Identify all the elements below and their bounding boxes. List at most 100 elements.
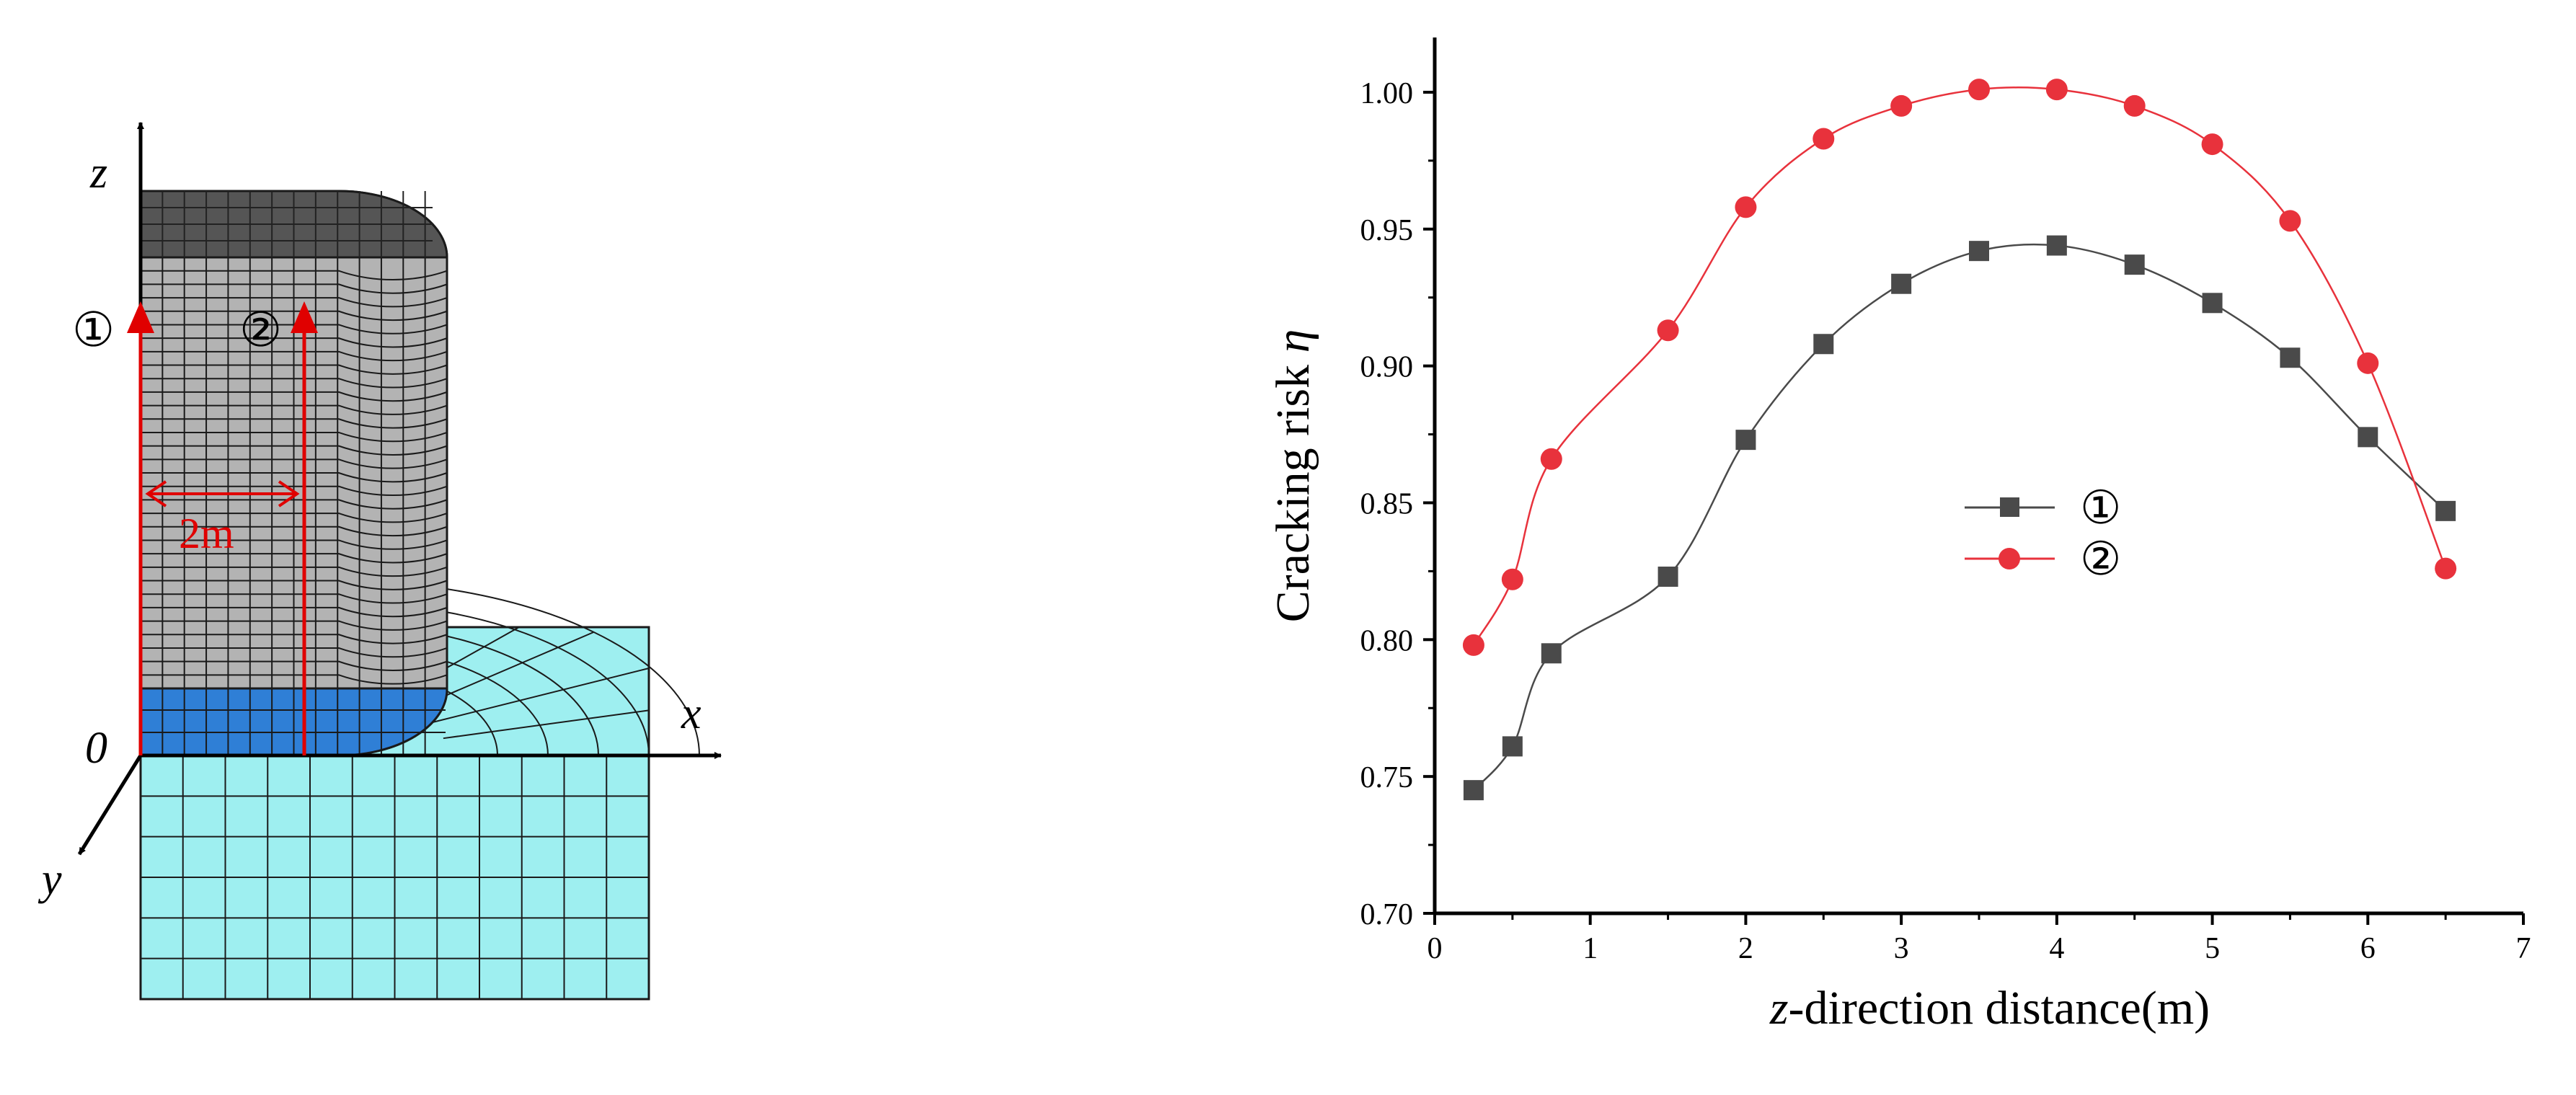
series-1-point bbox=[2124, 254, 2145, 275]
dimension-arrow-right bbox=[278, 480, 300, 507]
y-tick-label: 0.70 bbox=[1360, 898, 1414, 931]
path-2-label: ② bbox=[239, 304, 282, 357]
y-axis bbox=[77, 754, 143, 856]
mesh-line bbox=[141, 378, 448, 389]
mesh-line bbox=[141, 526, 448, 537]
series-1-point bbox=[1891, 273, 1912, 294]
mesh-line bbox=[141, 513, 448, 523]
series-2-point bbox=[2279, 210, 2301, 232]
y-tick-label: 1.00 bbox=[1360, 77, 1414, 110]
path-2-arrowhead bbox=[291, 301, 318, 333]
analysis-paths: 2m ① ② bbox=[72, 301, 318, 755]
x-tick-label: 6 bbox=[2360, 932, 2376, 965]
legend-marker-series-2 bbox=[1999, 548, 2020, 569]
cracking-risk-chart: 0 1 2 3 4 5 6 7 0.70 0.75 0.80 0.85 0.90 0.95 1.00 z-d… bbox=[1267, 37, 2531, 1034]
series-2-point bbox=[1657, 319, 1679, 342]
series-2-point bbox=[2357, 352, 2379, 374]
y-axis-title-text: Cracking risk bbox=[1267, 365, 1319, 622]
legend-label-series-2: ② bbox=[2080, 533, 2121, 585]
y-tick-label: 0.95 bbox=[1360, 214, 1414, 247]
series-2-line bbox=[1472, 87, 2447, 646]
series-1-line bbox=[1472, 243, 2447, 791]
mesh-line bbox=[141, 539, 448, 550]
y-tick-label: 0.75 bbox=[1360, 761, 1414, 794]
column-mesh bbox=[141, 191, 448, 755]
series-2-point bbox=[1813, 128, 1835, 150]
series-2-point bbox=[2435, 557, 2457, 580]
mesh-line bbox=[141, 660, 448, 671]
mesh-line bbox=[141, 404, 448, 415]
series-1-point bbox=[2046, 235, 2067, 256]
y-tick-label: 0.85 bbox=[1360, 487, 1414, 520]
mesh-line bbox=[141, 674, 448, 685]
mesh-line bbox=[141, 606, 448, 618]
mesh-line bbox=[443, 709, 650, 740]
series-2-point bbox=[2123, 94, 2146, 117]
dimension-arrow-left bbox=[145, 480, 167, 507]
x-tick-label: 2 bbox=[1738, 932, 1753, 965]
series-2-point bbox=[2201, 133, 2223, 156]
fe-model-figure: z x y 0 2m ① ② bbox=[37, 122, 722, 1001]
mesh-line bbox=[141, 647, 448, 658]
mesh-line bbox=[141, 634, 448, 644]
mesh-line bbox=[141, 593, 448, 604]
x-tick-label: 5 bbox=[2205, 932, 2220, 965]
series-1-point bbox=[2202, 293, 2223, 314]
mesh-line bbox=[141, 270, 448, 281]
mesh-line bbox=[141, 472, 448, 483]
concrete-column bbox=[139, 190, 448, 757]
legend-label-series-1: ① bbox=[2080, 482, 2121, 533]
mesh-line bbox=[141, 310, 448, 322]
mesh-line bbox=[141, 324, 448, 334]
mesh-line bbox=[141, 553, 448, 564]
mesh-line bbox=[141, 620, 448, 631]
mesh-line bbox=[141, 431, 448, 443]
series-2-point bbox=[1968, 79, 1990, 101]
mesh-line bbox=[141, 580, 448, 590]
x-tick-label: 4 bbox=[2049, 932, 2064, 965]
y-tick-label: 0.90 bbox=[1360, 351, 1414, 384]
series-2-point bbox=[1501, 568, 1523, 590]
x-tick-label: 1 bbox=[1583, 932, 1598, 965]
series-1-point bbox=[1813, 334, 1834, 355]
mesh-line bbox=[141, 297, 448, 308]
series-1-point bbox=[2280, 347, 2301, 368]
x-tick-label: 7 bbox=[2516, 932, 2531, 965]
series-2-point bbox=[1735, 196, 1757, 218]
series-1-point bbox=[1657, 566, 1678, 587]
x-tick-label: 0 bbox=[1428, 932, 1443, 965]
path-1-label: ① bbox=[72, 304, 115, 357]
series-1-point bbox=[1463, 780, 1484, 801]
mesh-line bbox=[141, 283, 448, 294]
y-axis-title-symbol: η bbox=[1267, 329, 1319, 353]
path-1-arrowhead bbox=[127, 301, 154, 333]
x-axis-title-italic: z bbox=[1769, 982, 1789, 1034]
mesh-line bbox=[141, 485, 448, 497]
series-2-point bbox=[1462, 634, 1484, 656]
series-1-point bbox=[2358, 427, 2378, 448]
series-2-point bbox=[1540, 448, 1562, 470]
mesh-line bbox=[141, 499, 448, 510]
y-tick-label: 0.80 bbox=[1360, 624, 1414, 657]
mesh-line bbox=[432, 668, 650, 723]
series-1-point bbox=[1969, 241, 1989, 262]
x-axis-label: x bbox=[681, 689, 701, 738]
chart-legend: ① ② bbox=[1965, 482, 2121, 585]
series-2-point bbox=[1890, 94, 1913, 117]
mesh-line bbox=[141, 418, 448, 429]
series-2-point bbox=[2045, 79, 2068, 101]
y-axis-label: y bbox=[37, 855, 62, 904]
mesh-line bbox=[141, 566, 448, 577]
series-1-point bbox=[1502, 736, 1523, 757]
dimension-label: 2m bbox=[179, 510, 234, 557]
mesh-line bbox=[141, 350, 448, 362]
legend-marker-series-1 bbox=[2000, 497, 2019, 517]
z-axis-label: z bbox=[89, 148, 107, 198]
series-1-point bbox=[1541, 643, 1562, 664]
y-axis-title: Cracking risk η bbox=[1267, 329, 1319, 623]
series-1-point bbox=[1735, 430, 1756, 451]
mesh-line bbox=[141, 337, 448, 348]
origin-label: 0 bbox=[85, 724, 107, 773]
mesh-line bbox=[141, 458, 448, 469]
mesh-line bbox=[141, 364, 448, 375]
